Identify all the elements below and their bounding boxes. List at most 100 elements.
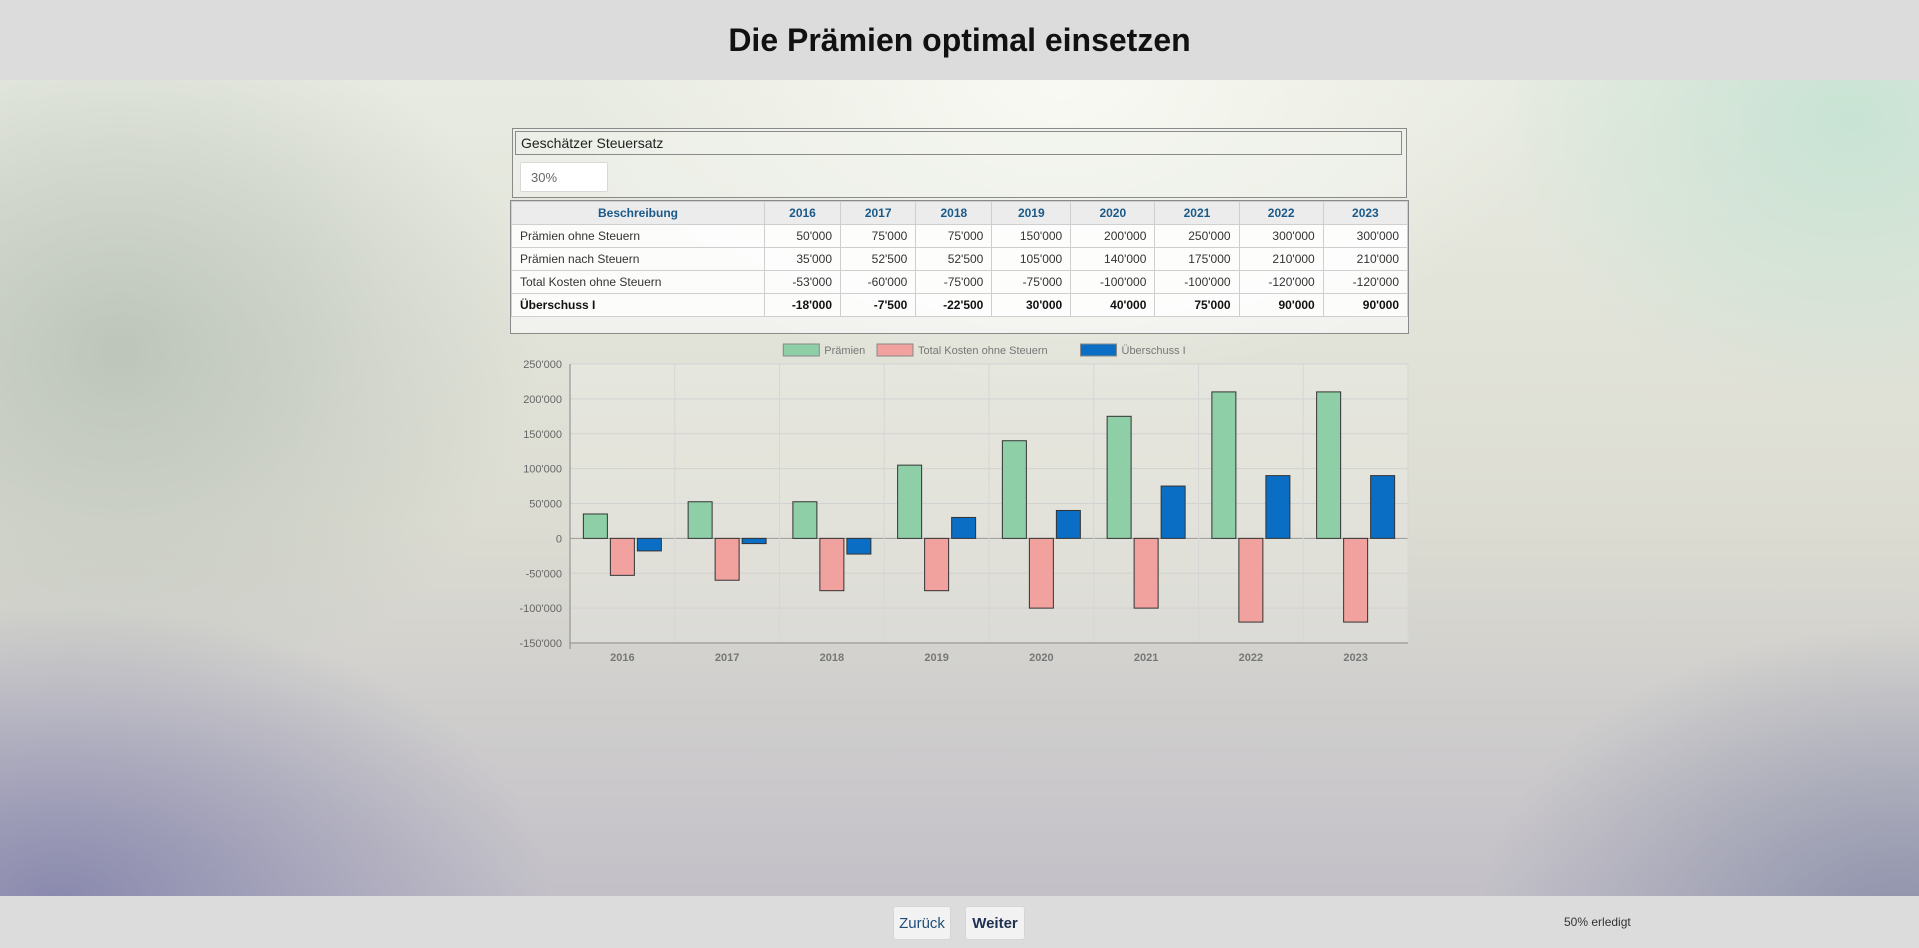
table-cell: -7'500: [840, 293, 917, 317]
table-cell: 35'000: [763, 247, 842, 271]
table-cell: -22'500: [915, 293, 993, 317]
table-cell: -60'000: [840, 270, 917, 294]
bar: [1055, 509, 1081, 539]
bar: [924, 537, 950, 592]
table-cell: 40'000: [1070, 293, 1156, 317]
bar: [714, 537, 740, 581]
table-cell: 52'500: [915, 247, 993, 271]
column-header: 2018: [915, 201, 993, 225]
x-tick-label: 2018: [820, 652, 844, 664]
footer: Zurück Weiter 50% erledigt: [0, 896, 1919, 948]
table-cell: -75'000: [915, 270, 993, 294]
table-cell: -120'000: [1322, 270, 1409, 294]
row-label: Total Kosten ohne Steuern: [511, 270, 765, 294]
column-header: 2023: [1322, 201, 1409, 225]
row-label: Überschuss I: [511, 293, 765, 317]
table-cell: 300'000: [1322, 224, 1409, 248]
table-cell: -18'000: [763, 293, 842, 317]
column-header: 2019: [991, 201, 1072, 225]
tax-rate-input[interactable]: [520, 162, 608, 192]
bar: [819, 537, 845, 592]
tax-rate-panel: Geschätzer Steuersatz: [512, 128, 1407, 198]
table-row: Total Kosten ohne Steuern -53'000 -60'00…: [511, 270, 1409, 294]
table-cell: -120'000: [1238, 270, 1324, 294]
page-title: Die Prämien optimal einsetzen: [728, 21, 1191, 58]
next-button[interactable]: Weiter: [965, 906, 1025, 940]
table-cell: 210'000: [1238, 247, 1324, 271]
table-cell: 300'000: [1238, 224, 1324, 248]
bar: [687, 501, 713, 539]
table-cell: -75'000: [991, 270, 1072, 294]
premium-table-container: Beschreibung 2016 2017 2018 2019 2020 20…: [510, 200, 1409, 334]
y-tick-label: -150'000: [520, 638, 562, 650]
bar: [1133, 537, 1159, 609]
column-header: 2017: [840, 201, 917, 225]
table-cell: -100'000: [1070, 270, 1156, 294]
table-cell: 210'000: [1322, 247, 1409, 271]
column-header: 2016: [763, 201, 842, 225]
row-label: Prämien nach Steuern: [511, 247, 765, 271]
bar: [1001, 440, 1027, 539]
table-header-row: Beschreibung 2016 2017 2018 2019 2020 20…: [511, 201, 1409, 225]
table-cell: -53'000: [763, 270, 842, 294]
x-tick-label: 2023: [1343, 652, 1367, 664]
row-label: Prämien ohne Steuern: [511, 224, 765, 248]
x-tick-label: 2021: [1134, 652, 1158, 664]
bar: [792, 501, 818, 539]
bar: [582, 513, 608, 539]
header: Die Prämien optimal einsetzen: [0, 0, 1919, 80]
legend-swatch: [782, 343, 820, 357]
table-cell: 75'000: [840, 224, 917, 248]
table-cell: 75'000: [915, 224, 993, 248]
bar: [1370, 475, 1396, 539]
bar: [636, 537, 662, 552]
x-tick-label: 2019: [924, 652, 948, 664]
x-tick-label: 2020: [1029, 652, 1053, 664]
bar: [741, 537, 767, 545]
back-button[interactable]: Zurück: [893, 906, 951, 940]
table-row: Prämien ohne Steuern 50'000 75'000 75'00…: [511, 224, 1409, 248]
table-cell: 105'000: [991, 247, 1072, 271]
table-cell: 30'000: [991, 293, 1072, 317]
bar: [1238, 537, 1264, 623]
table-cell: 150'000: [991, 224, 1072, 248]
tax-rate-label: Geschätzer Steuersatz: [515, 131, 1402, 155]
x-tick-label: 2017: [715, 652, 739, 664]
bar: [1265, 475, 1291, 539]
bar: [1316, 391, 1342, 539]
bar: [1343, 537, 1369, 623]
bar: [1106, 415, 1132, 539]
bar: [1160, 485, 1186, 539]
column-header: Beschreibung: [511, 201, 765, 225]
y-tick-label: 0: [556, 533, 562, 545]
bar: [609, 537, 635, 576]
table-cell: 250'000: [1154, 224, 1240, 248]
legend-swatch: [1080, 343, 1117, 357]
bar-chart: 250'000 200'000 150'000 100'000 50'000 0 -50'0…: [520, 343, 1409, 664]
bar: [846, 537, 872, 555]
table-cell: 52'500: [840, 247, 917, 271]
table-row: Prämien nach Steuern 35'000 52'500 52'50…: [511, 247, 1409, 271]
table-cell: 140'000: [1070, 247, 1156, 271]
column-header: 2022: [1238, 201, 1324, 225]
y-tick-label: 50'000: [529, 499, 562, 511]
bar: [897, 464, 923, 539]
y-tick-label: -100'000: [520, 603, 562, 615]
progress-text: 50% erledigt: [1564, 915, 1631, 929]
table-row: Überschuss I -18'000 -7'500 -22'500 30'0…: [511, 293, 1409, 317]
legend-label: Überschuss I: [1122, 345, 1186, 357]
table-cell: 90'000: [1238, 293, 1324, 317]
column-header: 2021: [1154, 201, 1240, 225]
y-tick-label: 200'000: [523, 394, 562, 406]
legend-label: Prämien: [824, 345, 865, 357]
y-tick-label: -50'000: [526, 568, 562, 580]
bar: [1028, 537, 1054, 609]
table-cell: 50'000: [763, 224, 842, 248]
legend-swatch: [876, 343, 914, 357]
bar: [1211, 391, 1237, 539]
bar: [951, 516, 977, 539]
x-tick-label: 2022: [1239, 652, 1263, 664]
table-cell: 175'000: [1154, 247, 1240, 271]
table-cell: -100'000: [1154, 270, 1240, 294]
table-cell: 90'000: [1322, 293, 1409, 317]
